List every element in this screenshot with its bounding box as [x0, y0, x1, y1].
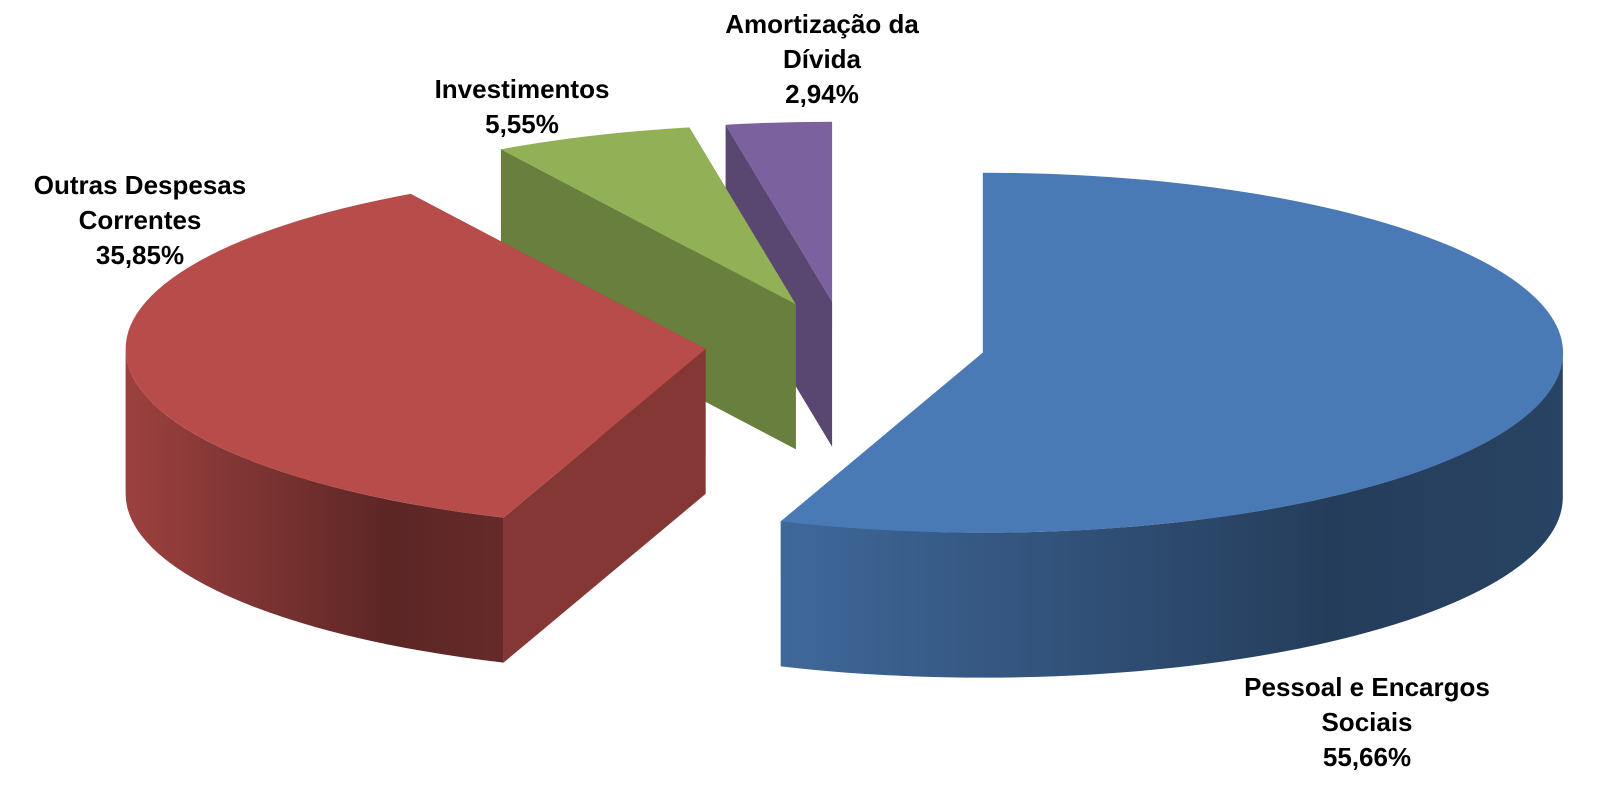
slice — [780, 172, 1564, 533]
category-label: Investimentos — [434, 74, 610, 104]
slice — [500, 127, 796, 305]
category-label: Amortização da Dívida — [725, 9, 919, 74]
value-label: 2,94% — [785, 79, 859, 109]
slice-label: Investimentos 5,55% — [397, 72, 647, 142]
value-label: 5,55% — [485, 109, 559, 139]
slice-cut-wall — [500, 149, 796, 450]
category-label: Pessoal e Encargos Sociais — [1244, 672, 1490, 737]
slice-label: Amortização da Dívida 2,94% — [697, 7, 947, 112]
slice-label: Outras Despesas Correntes 35,85% — [5, 168, 275, 273]
slice-label: Pessoal e Encargos Sociais 55,66% — [1212, 670, 1522, 775]
slice-outer-wall — [780, 352, 1563, 678]
value-label: 55,66% — [1322, 742, 1412, 772]
slice — [125, 193, 706, 518]
slice — [725, 121, 833, 302]
category-label: Outras Despesas Correntes — [33, 170, 247, 235]
slice-outer-wall — [125, 348, 504, 663]
value-label: 35,85% — [95, 240, 185, 270]
